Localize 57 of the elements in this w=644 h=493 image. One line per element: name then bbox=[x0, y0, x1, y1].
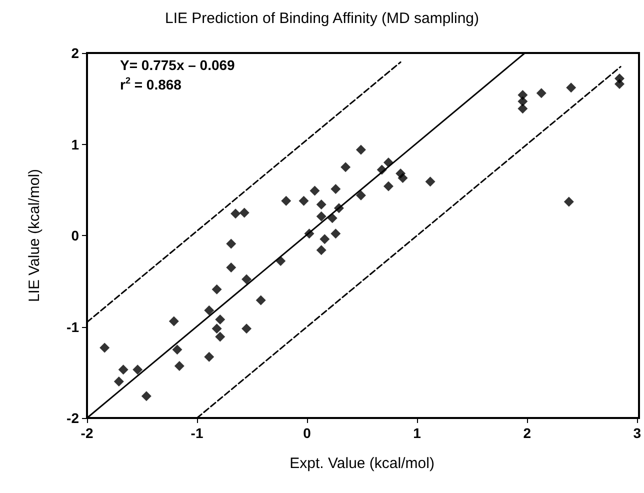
point bbox=[141, 391, 152, 402]
point bbox=[174, 360, 184, 371]
point bbox=[230, 208, 241, 219]
point bbox=[212, 284, 222, 294]
x-tick-label: 0 bbox=[303, 425, 312, 441]
point bbox=[356, 144, 366, 155]
point bbox=[518, 96, 528, 106]
point bbox=[215, 332, 226, 342]
point bbox=[215, 314, 226, 324]
y-axis-title: LIE Value (kcal/mol) bbox=[26, 168, 43, 302]
chart-title: LIE Prediction of Binding Affinity (MD sampling) bbox=[164, 10, 480, 27]
y-tick-label: 2 bbox=[71, 45, 80, 61]
point bbox=[226, 238, 236, 249]
y-tick-label: 1 bbox=[71, 136, 80, 152]
point bbox=[398, 173, 408, 184]
point bbox=[330, 228, 341, 239]
y-tick-label: -2 bbox=[66, 410, 80, 426]
point bbox=[204, 305, 214, 316]
point bbox=[168, 316, 179, 326]
point bbox=[239, 208, 250, 218]
point bbox=[536, 88, 546, 98]
point bbox=[356, 190, 366, 200]
point bbox=[564, 196, 574, 207]
point bbox=[566, 82, 576, 93]
point bbox=[320, 234, 330, 244]
x-tick-label: 3 bbox=[633, 425, 642, 441]
x-tick-label: 2 bbox=[523, 425, 532, 441]
point bbox=[316, 199, 326, 210]
point bbox=[316, 245, 326, 256]
point bbox=[172, 344, 182, 355]
y-tick-label: -1 bbox=[66, 318, 80, 335]
point bbox=[327, 213, 338, 224]
point bbox=[114, 376, 124, 386]
point bbox=[281, 196, 292, 206]
point bbox=[330, 184, 341, 194]
point bbox=[340, 162, 351, 172]
point bbox=[242, 274, 252, 284]
point bbox=[118, 364, 128, 375]
point bbox=[298, 196, 309, 206]
point bbox=[212, 324, 222, 334]
point bbox=[383, 181, 394, 192]
x-tick-label: -1 bbox=[190, 425, 204, 441]
point bbox=[425, 176, 436, 187]
point bbox=[518, 104, 528, 114]
x-tick-label: 1 bbox=[413, 425, 422, 441]
y-tick-label: 0 bbox=[71, 228, 80, 244]
point bbox=[242, 324, 252, 334]
point bbox=[316, 211, 326, 222]
point bbox=[132, 364, 143, 375]
annotation: Y= 0.775x – 0.069 bbox=[120, 57, 236, 73]
point bbox=[226, 262, 236, 272]
point bbox=[100, 342, 110, 353]
point bbox=[256, 295, 266, 306]
point bbox=[614, 79, 625, 90]
point bbox=[204, 352, 214, 362]
point bbox=[310, 186, 320, 196]
x-axis-title: Expt. Value (kcal/mol) bbox=[290, 455, 434, 472]
